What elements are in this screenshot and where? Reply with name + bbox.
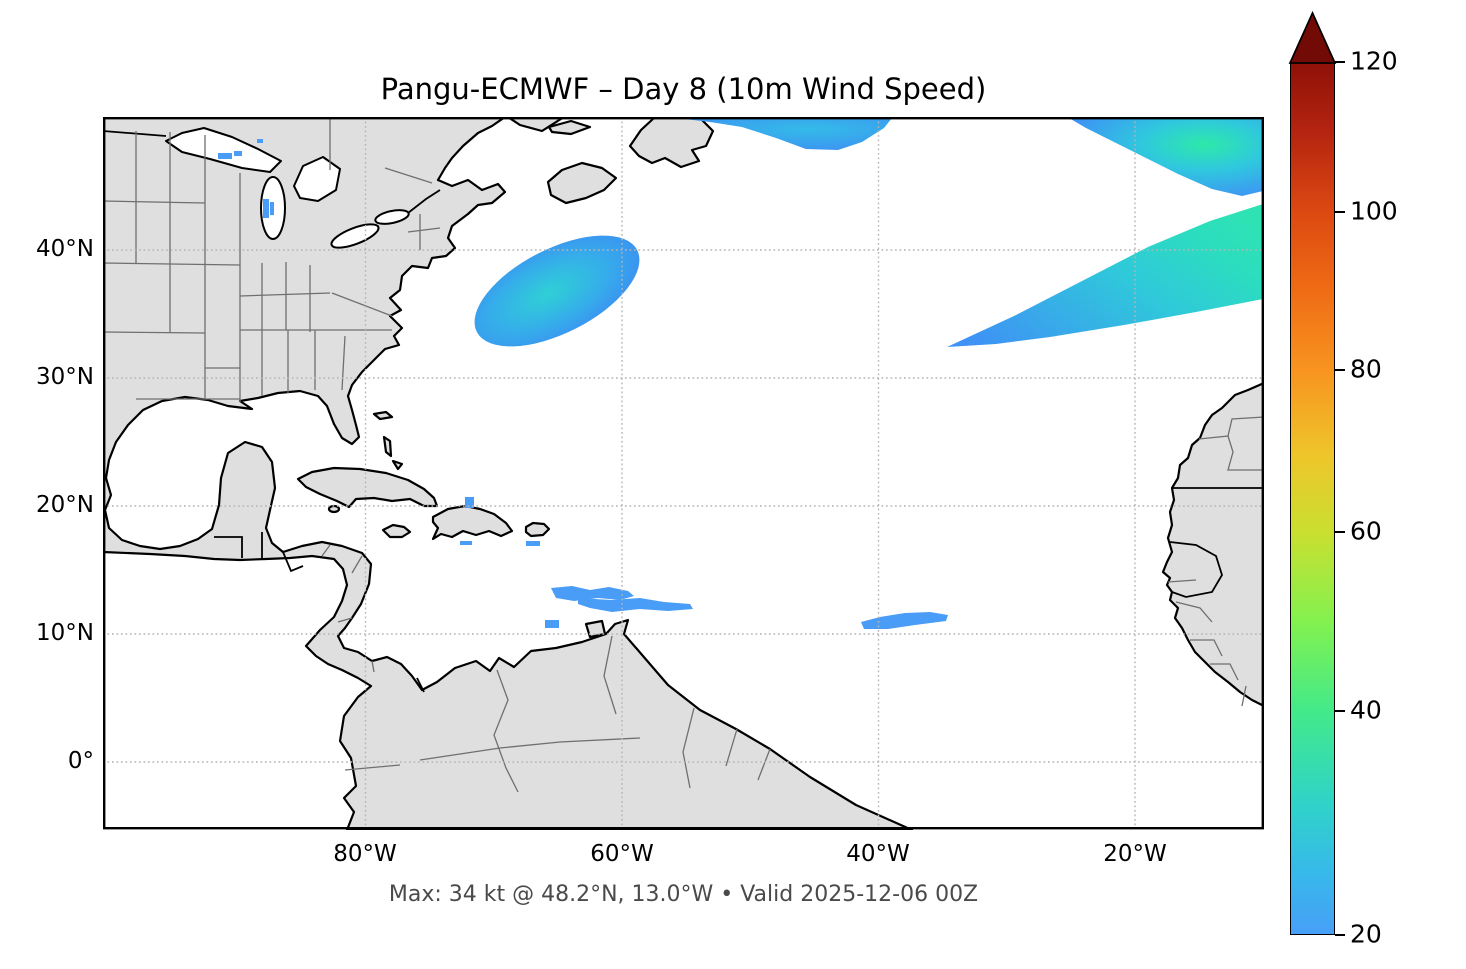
hispaniola <box>431 504 514 541</box>
africa-west <box>1161 381 1264 708</box>
x-tick-label-60w: 60°W <box>590 841 654 867</box>
wind-patch-northeast-max <box>1069 118 1263 196</box>
anticosti-island <box>547 119 592 136</box>
trade-streak-east <box>861 612 948 629</box>
trade-streak-west <box>551 586 634 601</box>
americas-mainland <box>103 117 914 830</box>
lake-superior <box>165 127 282 173</box>
colorbar-tick-label-100: 100 <box>1350 196 1398 226</box>
colorbar-gradient <box>1290 62 1335 935</box>
colorbar-tick-100 <box>1335 211 1345 213</box>
y-tick-label-20n: 20°N <box>36 491 94 518</box>
puerto-rico <box>524 521 551 538</box>
colorbar-tick-label-60: 60 <box>1350 516 1382 546</box>
bahamas-island-2 <box>382 435 393 458</box>
x-tick-label-40w: 40°W <box>846 841 910 867</box>
wind-specks <box>218 139 948 629</box>
wind-speed-layer <box>218 118 1263 629</box>
lake-huron <box>293 156 341 202</box>
colorbar-tick-60 <box>1335 531 1345 533</box>
lake-erie <box>330 223 380 249</box>
wind-patch-top-center <box>676 118 892 150</box>
colorbar-tick-40 <box>1335 710 1345 712</box>
wind-patch-diagonal-band <box>947 204 1263 347</box>
quebec-north-shore <box>506 117 566 133</box>
trinidad <box>584 619 607 639</box>
bahamas-island-1 <box>372 410 394 421</box>
colorbar-extend-arrow <box>1288 10 1337 64</box>
land-layer <box>103 117 1264 830</box>
colorbar-tick-80 <box>1335 369 1345 371</box>
colorbar-tick-label-20: 20 <box>1350 919 1382 949</box>
chart-title: Pangu-ECMWF – Day 8 (10m Wind Speed) <box>380 72 987 106</box>
colorbar-tick-20 <box>1335 934 1345 936</box>
map-canvas <box>103 117 1264 830</box>
colorbar-tick-label-40: 40 <box>1350 695 1382 725</box>
y-tick-label-10n: 10°N <box>36 619 94 646</box>
x-tick-label-80w: 80°W <box>333 841 397 867</box>
y-tick-label-40n: 40°N <box>36 235 94 262</box>
state-borders <box>103 117 1264 793</box>
wind-patch-mid-atlantic <box>474 235 640 347</box>
colorbar-tick-120 <box>1335 61 1345 63</box>
isla-juventud <box>327 504 341 514</box>
y-tick-label-30n: 30°N <box>36 363 94 390</box>
jamaica <box>381 523 412 539</box>
trade-streak-west-tail <box>578 598 693 612</box>
country-borders <box>103 130 1264 693</box>
gridlines <box>103 117 1264 829</box>
x-tick-label-20w: 20°W <box>1103 841 1167 867</box>
axes-frame <box>103 117 1264 830</box>
max-valid-caption: Max: 34 kt @ 48.2°N, 13.0°W • Valid 2025… <box>388 882 979 907</box>
colorbar-tick-label-80: 80 <box>1350 354 1382 384</box>
bahamas-island-3 <box>391 459 404 471</box>
y-tick-label-0: 0° <box>67 747 94 774</box>
colorbar-tick-label-120: 120 <box>1350 46 1398 76</box>
nova-scotia <box>546 161 618 205</box>
